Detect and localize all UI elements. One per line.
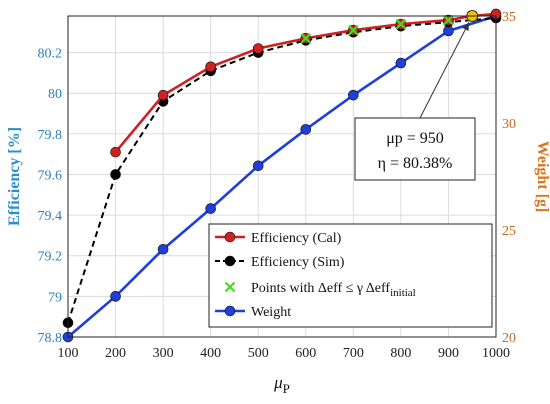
legend-item: Efficiency (Sim) (215, 255, 345, 270)
series-point-2 (348, 24, 359, 36)
y-left-tick-label: 78.8 (38, 331, 63, 346)
series-point-3 (110, 291, 121, 302)
x-tick-label: 700 (343, 346, 364, 361)
x-tick-label: 600 (295, 346, 316, 361)
y-left-tick-label: 79.6 (38, 168, 63, 183)
series-point-1 (110, 169, 121, 180)
y-left-tick-label: 79.8 (38, 128, 63, 143)
legend-item: Points with Δeff ≤ γ Δeffinitial (224, 281, 416, 299)
series-point-0 (157, 89, 169, 101)
x-tick-label: 300 (153, 346, 174, 361)
legend-label: Efficiency (Sim) (251, 255, 345, 270)
y-left-tick-label: 79 (48, 290, 62, 305)
x-tick-label: 200 (105, 346, 126, 361)
y-left-tick-label: 79.2 (38, 250, 63, 265)
plot-frame (67, 15, 497, 338)
series-point-3 (348, 89, 359, 101)
x-tick-label: 400 (200, 346, 221, 361)
series-point-3 (395, 57, 407, 69)
y-right-tick-label: 20 (502, 331, 516, 346)
annotation-box (354, 117, 476, 181)
series-point-0 (205, 61, 216, 73)
annotation-arrowhead (462, 22, 470, 31)
series-point-3 (252, 160, 264, 172)
series-point-2 (300, 33, 312, 44)
series-point-2 (443, 14, 454, 26)
series-point-3 (443, 25, 454, 37)
legend-item: Efficiency (Cal) (215, 231, 342, 246)
series-point-2 (395, 18, 407, 30)
legend-label: Efficiency (Cal) (251, 231, 342, 246)
legend-label: Points with Δeff ≤ γ Δeffinitial (251, 281, 416, 299)
legend-box (208, 223, 493, 328)
tick-labels: 100 200 300 400 500 600 700 800 900 1000 78.8 79 79.… (38, 10, 517, 361)
x-axis-label: μP (273, 373, 290, 396)
annotation-line-1: μp = 950 (386, 130, 444, 147)
x-tick-label: 100 (58, 346, 79, 361)
legend-marker (224, 255, 236, 267)
series-point-3 (205, 203, 216, 214)
series-layer (62, 8, 502, 343)
series-point-0 (252, 43, 264, 54)
y-left-tick-label: 80 (48, 87, 62, 102)
series-point-3 (300, 124, 312, 135)
series-line-3 (67, 14, 497, 338)
series-point-0 (110, 146, 121, 158)
x-tick-label: 1000 (482, 346, 510, 361)
legend-label: Weight (251, 305, 291, 320)
legend-marker (224, 231, 236, 243)
y-left-tick-label: 79.4 (38, 209, 63, 224)
y-right-tick-label: 25 (502, 224, 516, 239)
annotation-arrow (419, 22, 470, 119)
series-line-0 (114, 12, 497, 153)
y-right-tick-label: 35 (502, 10, 516, 25)
x-tick-label: 800 (390, 346, 411, 361)
annotation-line-2: η = 80.38% (378, 155, 453, 172)
series-point-3 (157, 243, 169, 255)
x-tick-label: 500 (248, 346, 269, 361)
annotation: μp = 950 η = 80.38% (354, 22, 476, 181)
legend: Efficiency (Cal) Efficiency (Sim) Points w… (208, 223, 493, 328)
x-tick-label: 900 (438, 346, 459, 361)
y-left-tick-label: 80.2 (38, 47, 63, 62)
legend-marker (224, 305, 236, 317)
y-axis-left-label: Efficiency [%] (6, 127, 23, 226)
y-axis-right-label: Weight [g] (534, 141, 550, 213)
legend-item: Weight (215, 305, 291, 320)
series-line-1 (67, 17, 497, 324)
y-right-tick-label: 30 (502, 117, 516, 132)
